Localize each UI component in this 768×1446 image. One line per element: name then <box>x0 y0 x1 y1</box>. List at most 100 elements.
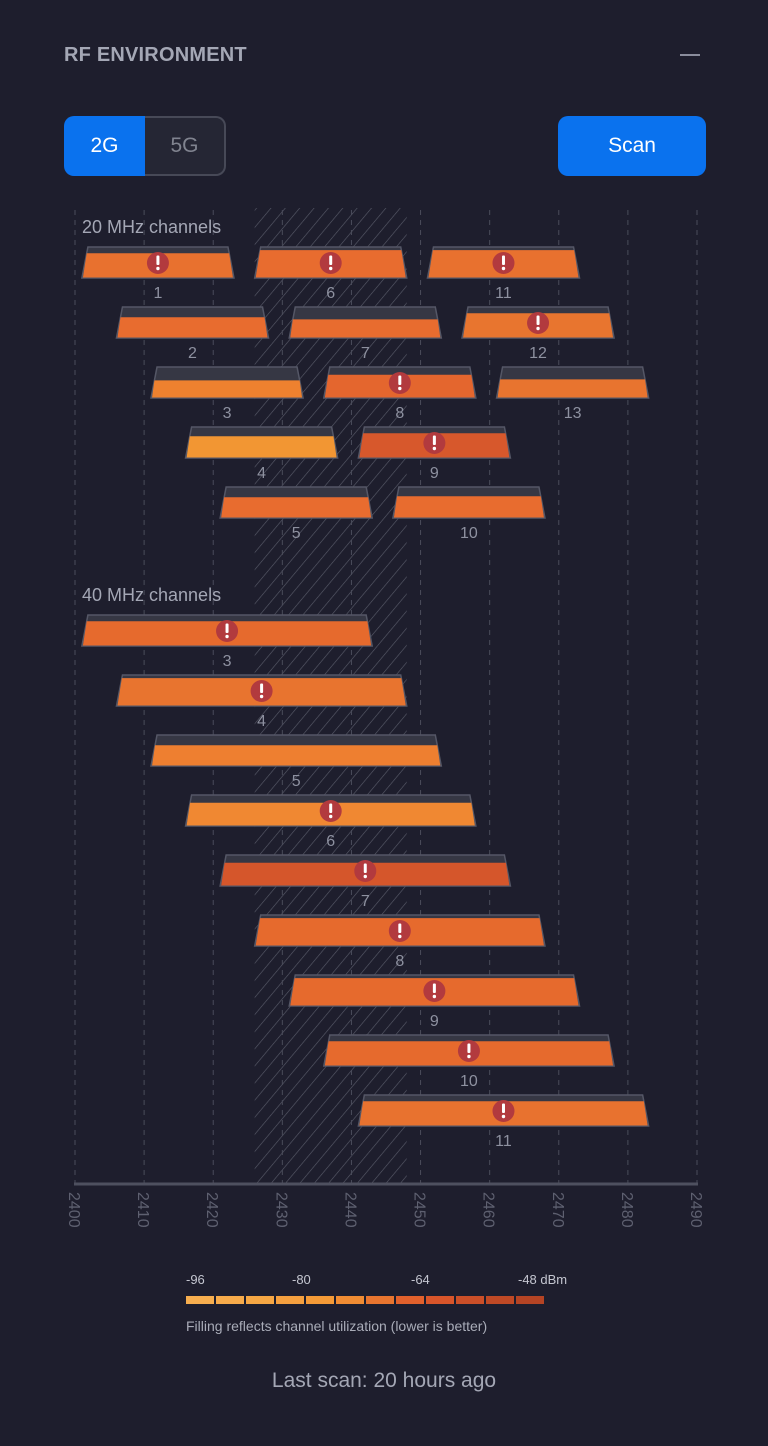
channel-bar: 5 <box>150 734 443 790</box>
channel-label: 9 <box>430 465 439 482</box>
channel-bar: 8 <box>253 914 546 970</box>
channel-label: 10 <box>460 525 478 542</box>
x-tick-label: 2470 <box>549 1192 566 1228</box>
channel-label: 4 <box>257 465 266 482</box>
channel-bar: 8 <box>322 366 477 422</box>
warning-icon-dot <box>432 446 437 451</box>
warning-icon-dot <box>501 266 506 271</box>
warning-icon-dot <box>225 634 229 639</box>
x-tick-label: 2430 <box>272 1192 289 1228</box>
channel-label: 8 <box>395 953 404 970</box>
channel-bar: 10 <box>392 486 546 542</box>
warning-icon-bar <box>363 863 367 873</box>
warning-icon-bar <box>260 683 264 693</box>
channel-bar: 9 <box>357 426 512 482</box>
x-tick-label: 2460 <box>480 1192 497 1228</box>
channel-bar: 13 <box>495 366 650 422</box>
legend-color-step <box>306 1296 334 1304</box>
warning-icon-dot <box>156 266 160 271</box>
channel-bar: 5 <box>219 486 374 542</box>
x-tick-label: 2410 <box>134 1192 151 1228</box>
x-tick-label: 2490 <box>687 1192 704 1228</box>
channel-utilization-fill <box>290 319 441 338</box>
channel-utilization-fill <box>186 436 337 458</box>
channel-utilization-fill <box>117 317 268 338</box>
x-tick-label: 2480 <box>618 1192 635 1228</box>
channel-bar: 10 <box>322 1034 615 1090</box>
legend-color-step <box>366 1296 394 1304</box>
legend-color-step <box>246 1296 274 1304</box>
rf-chart: 20 MHz channels 1 6 11 2 7 12 3 8 13 4 9 5 10 40 MHz c… <box>65 208 704 1228</box>
x-tick-label: 2450 <box>411 1192 428 1228</box>
channel-utilization-fill <box>497 379 648 398</box>
x-tick-label: 2400 <box>65 1192 82 1228</box>
warning-icon-bar <box>432 983 436 993</box>
channel-utilization-fill <box>152 380 303 398</box>
channel-bar: 1 <box>81 246 235 302</box>
warning-icon-bar <box>329 255 333 265</box>
legend-color-scale <box>186 1296 544 1304</box>
band-2g-button[interactable]: 2G <box>64 116 145 176</box>
legend-label-min: -96 <box>186 1272 205 1287</box>
channel-label: 10 <box>460 1073 478 1090</box>
warning-icon-dot <box>259 694 264 699</box>
channel-label: 12 <box>529 345 547 362</box>
channel-bar: 7 <box>219 854 512 910</box>
group-label: 40 MHz channels <box>82 585 221 605</box>
legend-color-step <box>396 1296 424 1304</box>
channel-label: 4 <box>257 713 266 730</box>
page-title: RF ENVIRONMENT <box>64 44 247 66</box>
last-scan-status: Last scan: 20 hours ago <box>271 1369 497 1392</box>
channel-label: 7 <box>361 345 370 362</box>
warning-icon-bar <box>501 1103 505 1113</box>
group-label: 20 MHz channels <box>82 217 221 237</box>
legend-label-max: -48 dBm <box>518 1272 568 1287</box>
channel-bar: 4 <box>184 426 339 482</box>
channel-label: 7 <box>361 893 370 910</box>
channel-utilization-fill <box>152 745 441 766</box>
channel-label: 13 <box>564 405 582 422</box>
channel-bar: 6 <box>253 246 408 302</box>
warning-icon-bar <box>501 255 505 265</box>
x-tick-label: 2420 <box>203 1192 220 1228</box>
channel-bar: 6 <box>184 794 477 850</box>
legend-note: Filling reflects channel utilization (lo… <box>186 1318 488 1334</box>
channel-bar: 3 <box>81 614 374 670</box>
legend-labels: -96 -80 -64 -48 dBm <box>186 1272 586 1292</box>
legend-color-step <box>516 1296 544 1304</box>
channel-label: 8 <box>395 405 404 422</box>
channel-label: 3 <box>223 653 232 670</box>
legend-color-step <box>426 1296 454 1304</box>
channel-bar: 11 <box>426 246 581 302</box>
legend-color-step <box>186 1296 214 1304</box>
x-tick-label: 2440 <box>341 1192 358 1228</box>
warning-icon-dot <box>501 1114 506 1119</box>
band-5g-button[interactable]: 5G <box>145 116 226 176</box>
legend-color-step <box>276 1296 304 1304</box>
channel-label: 9 <box>430 1013 439 1030</box>
channel-label: 11 <box>495 1133 512 1150</box>
warning-icon-bar <box>398 375 402 385</box>
channel-bar: 7 <box>288 306 443 362</box>
warning-icon-bar <box>536 315 540 325</box>
warning-icon-dot <box>329 266 333 271</box>
warning-icon-bar <box>156 255 160 265</box>
legend-color-step <box>336 1296 364 1304</box>
channel-label: 3 <box>223 405 232 422</box>
warning-icon-bar <box>467 1043 471 1053</box>
scan-button[interactable]: Scan <box>558 116 706 176</box>
warning-icon-bar <box>398 923 402 933</box>
warning-icon-dot <box>467 1054 471 1059</box>
band-toggle: 2G 5G <box>64 116 226 176</box>
channel-label: 6 <box>326 833 335 850</box>
channel-bar: 3 <box>150 366 304 422</box>
warning-icon-dot <box>398 934 402 939</box>
channel-label: 5 <box>292 525 301 542</box>
warning-icon-dot <box>363 874 367 879</box>
minimize-button[interactable] <box>676 44 704 66</box>
legend-color-step <box>216 1296 244 1304</box>
channel-bar: 9 <box>288 974 581 1030</box>
legend-color-step <box>486 1296 514 1304</box>
channel-utilization-fill <box>221 497 372 518</box>
channel-label: 11 <box>495 285 512 302</box>
